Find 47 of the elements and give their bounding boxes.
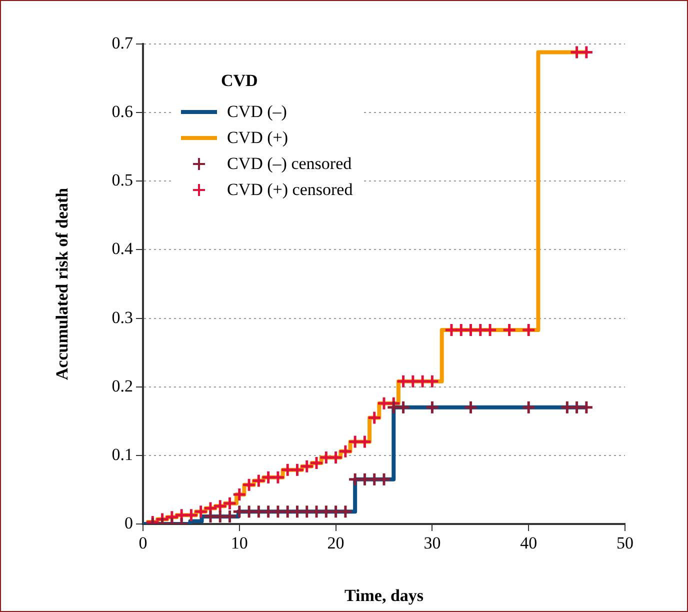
legend-label: CVD (+) [227, 128, 288, 148]
y-tick-label: 0 [124, 513, 133, 532]
point [242, 478, 256, 492]
point [464, 400, 478, 415]
legend-label: CVD (–) [227, 102, 287, 122]
y-tick-label: 0.6 [112, 102, 133, 122]
point [290, 462, 304, 478]
point [338, 504, 353, 519]
x-tick-label: 50 [616, 534, 634, 553]
x-tick-label: 0 [138, 534, 148, 553]
y-tick-label: 0.7 [112, 33, 134, 52]
x-axis-title: Time, days [344, 586, 424, 606]
point [232, 487, 247, 502]
x-tick-label: 40 [520, 534, 538, 553]
y-tick-label: 0.4 [112, 239, 134, 258]
point [184, 508, 198, 522]
point [424, 400, 440, 415]
point [270, 470, 286, 485]
point [222, 509, 238, 524]
point [338, 444, 353, 459]
x-tick-label: 20 [327, 534, 344, 553]
point [482, 322, 498, 338]
point [222, 496, 238, 511]
point [251, 474, 266, 488]
x-tick-label: 30 [424, 534, 441, 553]
point [521, 400, 536, 415]
y-tick-label: 0.5 [112, 170, 133, 190]
point [309, 456, 324, 470]
legend-label: CVD (–) censored [227, 154, 352, 174]
y-axis-title: Accumulated risk of death [52, 187, 72, 380]
point [328, 450, 344, 465]
y-tick-label: 0.2 [112, 376, 133, 396]
point [396, 400, 411, 415]
point [367, 410, 382, 425]
point [521, 322, 536, 338]
point [300, 459, 314, 474]
legend-title: CVD [220, 71, 259, 91]
point [194, 504, 208, 519]
x-tick-label: 10 [230, 534, 248, 553]
y-tick-label: 0.3 [112, 308, 133, 327]
point [502, 322, 517, 338]
point [424, 374, 440, 389]
y-tick-label: 0.1 [112, 444, 133, 464]
legend-label: CVD (+) censored [227, 180, 353, 200]
point [376, 472, 392, 487]
point [212, 498, 228, 514]
point [579, 400, 594, 415]
